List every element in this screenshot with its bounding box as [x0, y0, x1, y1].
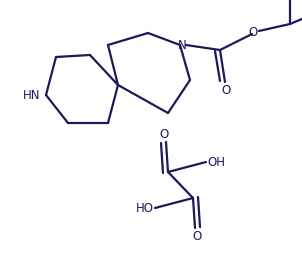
Text: HO: HO [136, 202, 154, 214]
Text: O: O [159, 127, 169, 140]
Text: N: N [178, 39, 186, 52]
Text: O: O [248, 25, 258, 39]
Text: O: O [192, 229, 202, 242]
Text: OH: OH [207, 155, 225, 169]
Text: HN: HN [23, 89, 41, 102]
Text: O: O [221, 83, 231, 97]
